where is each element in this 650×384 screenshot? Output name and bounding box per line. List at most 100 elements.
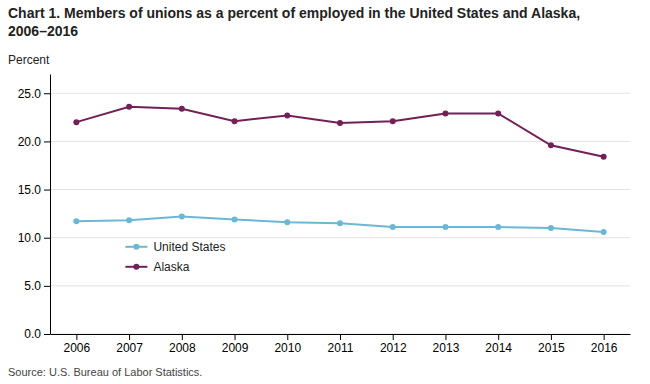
x-tick-mark	[287, 334, 288, 340]
y-axis-line	[50, 75, 51, 335]
point	[548, 225, 554, 231]
legend-item: United States	[125, 240, 225, 254]
x-tick-mark	[235, 334, 236, 340]
plot: 0.05.010.015.020.025.0200620072008200920…	[18, 75, 631, 355]
x-axis: 2006 2007 2008 2009 2010 2011 2012 2013 2014 2015…	[51, 334, 631, 355]
point	[232, 118, 238, 124]
y-tick-label: 25.0	[18, 87, 42, 101]
point	[232, 216, 238, 222]
x-tick-label: 2008	[169, 341, 196, 355]
point	[337, 220, 343, 226]
marks	[73, 104, 606, 235]
y-tick: 0.0	[24, 327, 50, 341]
x-tick: 2008	[169, 334, 196, 355]
line	[76, 217, 603, 232]
x-tick-label: 2015	[538, 341, 565, 355]
point	[390, 224, 396, 230]
grid-line	[50, 237, 630, 238]
y-tick-mark	[44, 238, 50, 239]
source: Source: U.S. Bureau of Labor Statistics.	[8, 366, 202, 378]
point	[442, 224, 448, 230]
point	[601, 229, 607, 235]
point	[73, 119, 79, 125]
title-line: Chart 1. Members of unions as a percent …	[8, 5, 580, 21]
grid-line	[50, 285, 630, 286]
point	[495, 110, 501, 116]
x-tick-mark	[76, 334, 77, 340]
y-tick-label: 15.0	[18, 183, 42, 197]
point	[284, 112, 290, 118]
y-tick-mark	[44, 190, 50, 191]
x-tick-label: 2009	[222, 341, 249, 355]
title: Chart 1. Members of unions as a percent …	[8, 5, 580, 39]
y-axis-title: Percent	[8, 53, 50, 67]
y-tick-mark	[44, 334, 50, 335]
grid-line	[50, 93, 630, 94]
x-tick-label: 2010	[274, 341, 301, 355]
x-tick: 2011	[328, 334, 354, 355]
x-tick-label: 2016	[591, 341, 618, 355]
legend-label: United States	[153, 240, 225, 254]
x-tick-label: 2012	[380, 341, 407, 355]
y-tick-mark	[44, 93, 50, 94]
point	[179, 106, 185, 112]
legend-marker	[133, 244, 139, 250]
point	[442, 110, 448, 116]
x-tick: 2013	[433, 334, 460, 355]
legend-marker	[133, 264, 139, 270]
y-tick: 15.0	[18, 183, 50, 197]
point	[601, 154, 607, 160]
x-tick-label: 2014	[485, 341, 512, 355]
y-tick: 5.0	[24, 279, 50, 293]
y-axis: 0.0 5.0 10.0 15.0 20.0 25.0	[18, 75, 51, 342]
y-tick: 25.0	[18, 87, 50, 101]
point	[179, 214, 185, 220]
x-tick: 2006	[64, 334, 91, 355]
x-tick-mark	[604, 334, 605, 340]
series	[73, 214, 606, 235]
x-tick: 2007	[116, 334, 143, 355]
point	[126, 104, 132, 110]
y-tick-mark	[44, 286, 50, 287]
y-tick-label: 10.0	[18, 231, 42, 245]
point	[284, 219, 290, 225]
x-tick-label: 2006	[64, 341, 91, 355]
series	[73, 104, 606, 160]
x-tick-mark	[445, 334, 446, 340]
x-tick: 2014	[485, 334, 512, 355]
grid	[50, 93, 630, 334]
y-tick-label: 20.0	[18, 135, 42, 149]
x-tick: 2016	[591, 334, 618, 355]
line	[76, 107, 603, 157]
legend-item: Alaska	[125, 260, 189, 274]
y-tick-mark	[44, 141, 50, 142]
y-tick-label: 5.0	[24, 279, 41, 293]
point	[73, 218, 79, 224]
x-tick-mark	[551, 334, 552, 340]
point	[495, 224, 501, 230]
x-tick: 2012	[380, 334, 407, 355]
x-tick: 2015	[538, 334, 565, 355]
x-tick-label: 2013	[433, 341, 460, 355]
legend: United States Alaska	[125, 240, 225, 274]
grid-line	[50, 189, 630, 190]
chart: Chart 1. Members of unions as a percent …	[0, 0, 650, 384]
y-tick-label: 0.0	[24, 327, 41, 341]
x-tick-mark	[498, 334, 499, 340]
point	[126, 217, 132, 223]
x-tick-label: 2007	[116, 341, 143, 355]
point	[390, 118, 396, 124]
x-tick-mark	[340, 334, 341, 340]
title-line: 2006–2016	[8, 23, 78, 39]
x-tick-mark	[129, 334, 130, 340]
point	[337, 120, 343, 126]
x-tick-mark	[182, 334, 183, 340]
y-tick: 10.0	[18, 231, 50, 245]
x-tick-mark	[393, 334, 394, 340]
y-tick: 20.0	[18, 135, 50, 149]
point	[548, 142, 554, 148]
legend-label: Alaska	[153, 260, 189, 274]
x-tick: 2010	[274, 334, 301, 355]
x-tick: 2009	[222, 334, 249, 355]
x-tick-label: 2011	[328, 341, 354, 355]
